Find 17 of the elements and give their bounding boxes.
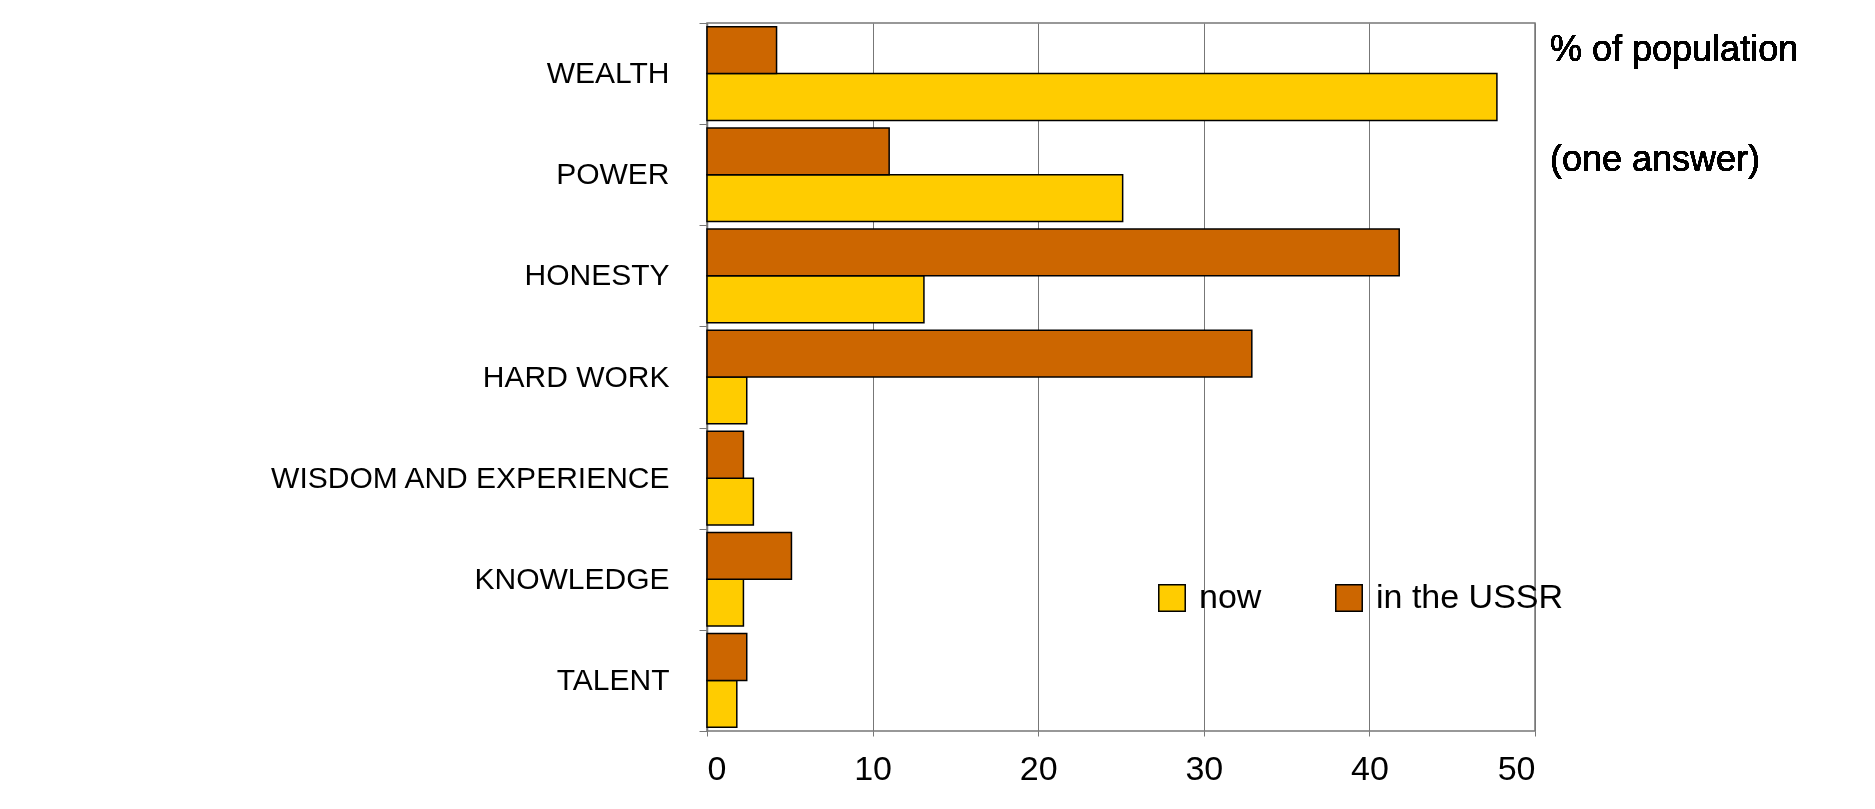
y-tick-label: HARD WORK (482, 359, 670, 393)
text: (one answer) (1550, 138, 1761, 179)
y-tick-label: TALENT (556, 662, 670, 696)
legend-label: now (1199, 577, 1262, 615)
x-tick-label: 50 (1497, 748, 1536, 787)
x-tick-label: 0 (707, 748, 727, 787)
x-tick-label: 20 (1019, 748, 1058, 787)
text: % of population (1550, 28, 1799, 69)
y-tick-label: KNOWLEDGE (474, 561, 670, 595)
y-tick-label: POWER (556, 157, 670, 191)
x-tick-label: 30 (1185, 748, 1224, 787)
x-tick-label: 40 (1350, 748, 1389, 787)
y-tick-label: WEALTH (546, 56, 670, 90)
y-tick-label: WISDOM AND EXPERIENCE (271, 460, 670, 494)
legend-label: in the USSR (1376, 577, 1564, 615)
x-tick-label: 10 (854, 748, 893, 787)
y-tick-label: HONESTY (524, 258, 670, 292)
